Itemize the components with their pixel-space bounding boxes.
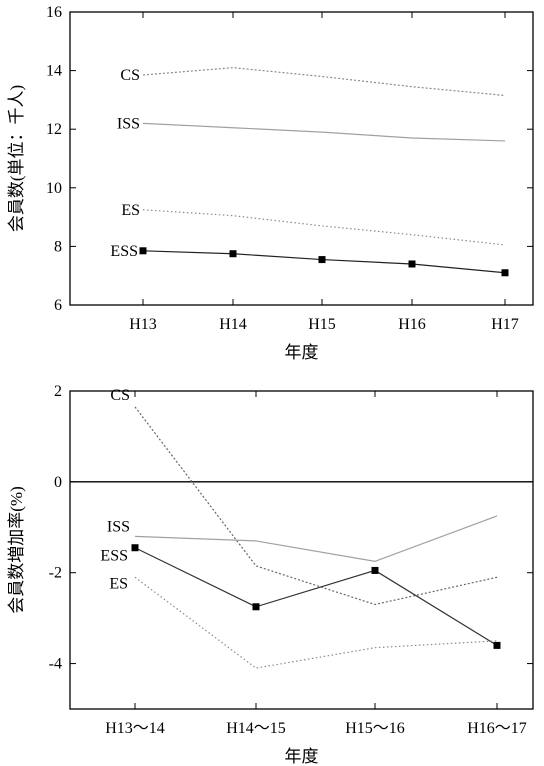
series-line-iss: [142, 122, 506, 142]
series-label-cs: CS: [110, 387, 130, 404]
series-iss: ISS: [117, 115, 506, 142]
series-line-iss: [134, 515, 498, 562]
y-axis-title: 会員数(単位：千人): [7, 85, 26, 232]
data-point-marker: [139, 247, 147, 255]
data-point-marker: [408, 260, 416, 268]
series-line-ess: [134, 547, 498, 646]
series-cs: CS: [120, 67, 506, 97]
x-tick-label: H14〜15: [226, 720, 286, 737]
x-axis-title: 年度: [285, 747, 319, 766]
y-tick-label: 10: [46, 180, 62, 197]
data-point-marker: [252, 603, 260, 611]
series-es: ES: [121, 202, 506, 246]
data-point-marker: [493, 641, 501, 649]
y-tick-label: 16: [46, 4, 62, 21]
x-tick-label: H16〜17: [467, 720, 527, 737]
y-tick-label: 12: [46, 121, 62, 138]
series-label-cs: CS: [120, 67, 140, 84]
series-cs: CS: [110, 387, 498, 606]
x-tick-label: H14: [219, 316, 247, 333]
plot-frame: [69, 390, 534, 710]
series-ess: ESS: [110, 243, 509, 277]
series-label-es: ES: [121, 202, 140, 219]
data-point-marker: [229, 250, 237, 258]
x-tick-label: H13〜14: [105, 720, 165, 737]
y-tick-label: 8: [54, 238, 62, 255]
x-tick-label: H15: [308, 316, 336, 333]
series-line-cs: [142, 67, 506, 97]
data-point-marker: [318, 256, 326, 264]
y-tick-label: -4: [49, 656, 62, 673]
y-tick-label: -2: [49, 565, 62, 582]
x-tick-label: H17: [491, 316, 519, 333]
series-ess: ESS: [100, 544, 501, 649]
plot-frame: [69, 11, 534, 306]
series-iss: ISS: [107, 515, 498, 562]
series-label-iss: ISS: [117, 115, 140, 132]
series-line-es: [134, 576, 498, 669]
series-label-ess: ESS: [110, 243, 138, 260]
series-label-es: ES: [109, 575, 128, 592]
series-label-iss: ISS: [107, 518, 130, 535]
x-tick-label: H16: [398, 316, 426, 333]
chart-1: 6 8 10 12 14 16 H13 H14 H15 H16 H17 年度 会員数(単位：千人) CS I…: [7, 4, 534, 362]
y-tick-label: 14: [46, 63, 62, 80]
data-point-marker: [131, 544, 139, 552]
y-tick-label: 2: [54, 383, 62, 400]
y-tick-label: 0: [54, 474, 62, 491]
y-axis-title: 会員数増加率(%): [7, 486, 26, 613]
x-axis-title: 年度: [285, 343, 319, 362]
series-line-es: [142, 209, 506, 246]
data-point-marker: [371, 566, 379, 574]
series-label-ess: ESS: [100, 548, 128, 565]
y-tick-label: 6: [54, 297, 62, 314]
x-tick-label: H15〜16: [345, 720, 405, 737]
x-tick-label: H13: [129, 316, 157, 333]
chart-2: -4 -2 0 2 H13〜14 H14〜15 H15〜16 H16〜17 年度 会員数増加率(%…: [7, 383, 534, 766]
data-point-marker: [501, 269, 509, 277]
series-es: ES: [109, 575, 498, 669]
